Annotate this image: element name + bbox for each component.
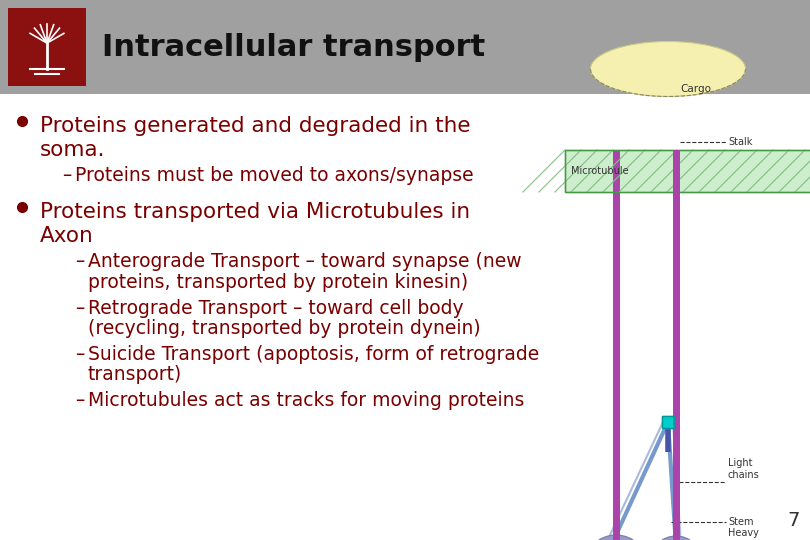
Ellipse shape	[590, 42, 745, 97]
Text: Proteins generated and degraded in the: Proteins generated and degraded in the	[40, 116, 471, 136]
Text: –: –	[75, 390, 84, 409]
Text: (recycling, transported by protein dynein): (recycling, transported by protein dynei…	[88, 320, 480, 339]
Text: Axon: Axon	[40, 226, 94, 246]
Text: Heavy
chain: Heavy chain	[728, 529, 759, 540]
Circle shape	[584, 535, 648, 540]
Text: 7: 7	[787, 511, 800, 530]
Circle shape	[650, 536, 702, 540]
Text: Microtubule: Microtubule	[571, 166, 629, 176]
Text: Microtubules act as tracks for moving proteins: Microtubules act as tracks for moving pr…	[88, 390, 524, 409]
Bar	[565, 150, 810, 192]
Bar	[8, 8, 86, 86]
Text: Light
chains: Light chains	[728, 458, 760, 480]
Bar	[672, 150, 680, 540]
Text: transport): transport)	[88, 366, 182, 384]
Text: Proteins transported via Microtubules in: Proteins transported via Microtubules in	[40, 202, 470, 222]
Text: Stem: Stem	[728, 517, 753, 527]
Text: soma.: soma.	[40, 140, 105, 160]
Text: –: –	[75, 345, 84, 363]
Text: –: –	[75, 299, 84, 318]
Text: Suicide Transport (apoptosis, form of retrograde: Suicide Transport (apoptosis, form of re…	[88, 345, 539, 363]
Bar	[565, 150, 810, 192]
Text: Cargo: Cargo	[680, 84, 711, 94]
Text: proteins, transported by protein kinesin): proteins, transported by protein kinesin…	[88, 273, 468, 292]
Bar	[612, 150, 620, 540]
Bar	[0, 0, 810, 94]
Text: Retrograde Transport – toward cell body: Retrograde Transport – toward cell body	[88, 299, 463, 318]
Text: –: –	[75, 253, 84, 272]
Text: Proteins must be moved to axons/synapse: Proteins must be moved to axons/synapse	[75, 166, 474, 185]
Text: Anterograde Transport – toward synapse (new: Anterograde Transport – toward synapse (…	[88, 253, 522, 272]
Text: Stalk: Stalk	[728, 137, 752, 147]
Text: –: –	[62, 166, 71, 185]
Text: Intracellular transport: Intracellular transport	[102, 32, 485, 62]
